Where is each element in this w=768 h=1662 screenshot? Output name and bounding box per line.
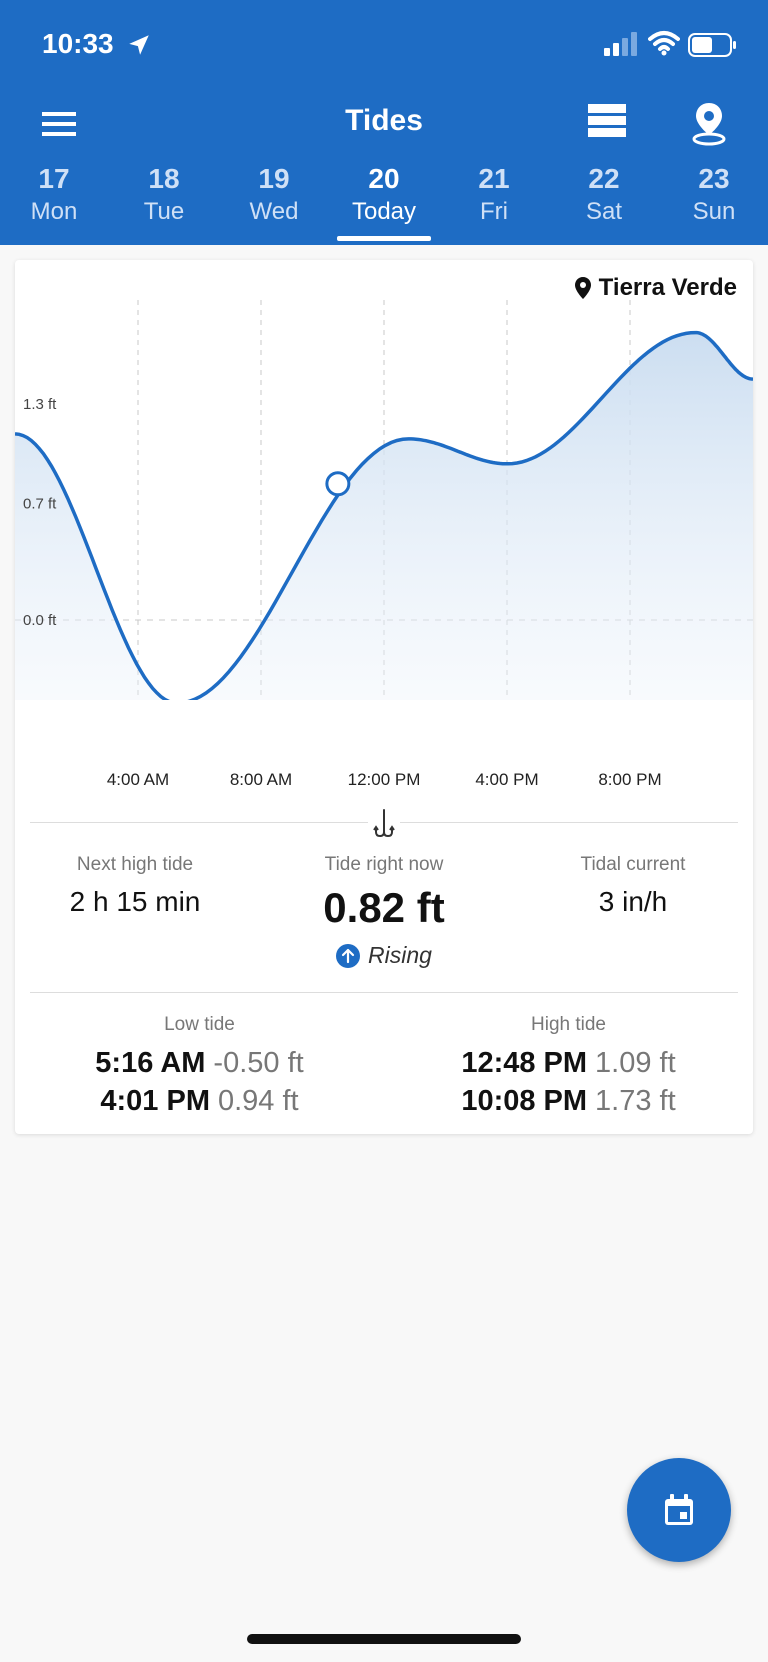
tide-card: Tierra Verde 1.3 ft 0.7 ft 0.0 ft 4:00 AM 8…: [15, 260, 753, 1134]
low-tide-row: 4:01 PM 0.94 ft: [100, 1085, 299, 1117]
location-label[interactable]: Tierra Verde: [573, 274, 737, 302]
home-indicator: [247, 1634, 521, 1644]
day-tab[interactable]: 17 Mon: [30, 163, 78, 225]
y-tick-label: 0.7 ft: [23, 496, 57, 513]
next-high-tide-stat: Next high tide 2 h 15 min: [69, 854, 201, 917]
arrow-up-icon: [336, 943, 361, 968]
calendar-icon: [665, 1494, 693, 1525]
active-day-indicator: [337, 236, 431, 241]
status-bar: 10:33: [0, 0, 768, 90]
location-arrow-icon: [129, 35, 149, 55]
day-tab[interactable]: 23 Sun: [692, 163, 736, 225]
tide-area: [15, 332, 753, 700]
fish-hook-icon: [368, 806, 400, 840]
low-tide-list: Low tide 5:16 AM -0.50 ft 4:01 PM 0.94 ft: [15, 1012, 384, 1120]
high-tide-row: 12:48 PM 1.09 ft: [461, 1047, 676, 1079]
y-tick-label: 0.0 ft: [23, 612, 57, 629]
day-tab[interactable]: 19 Wed: [249, 163, 299, 225]
map-pin-icon: [574, 277, 591, 299]
x-tick-label: 8:00 PM: [598, 770, 662, 789]
day-tab[interactable]: 22 Sat: [585, 163, 623, 225]
menu-icon[interactable]: [38, 104, 82, 144]
x-tick-label: 8:00 AM: [229, 770, 293, 789]
divider: [30, 992, 738, 993]
calendar-button[interactable]: [627, 1458, 731, 1562]
day-selector: 17 Mon 18 Tue 19 Wed 20 Today 21 Fri 22 …: [0, 162, 768, 245]
battery-icon: [688, 33, 736, 57]
tide-now-value: 0.82 ft: [323, 884, 445, 931]
map-pin-icon[interactable]: [690, 100, 728, 146]
status-time: 10:33: [42, 28, 114, 59]
tide-chart[interactable]: 1.3 ft 0.7 ft 0.0 ft: [15, 300, 753, 700]
y-tick-label: 1.3 ft: [23, 396, 57, 413]
low-tide-row: 5:16 AM -0.50 ft: [95, 1047, 304, 1079]
x-tick-label: 12:00 PM: [347, 770, 421, 789]
day-tab[interactable]: 18 Tue: [143, 163, 185, 225]
tidal-current-stat: Tidal current 3 in/h: [580, 854, 686, 917]
tide-line: [15, 330, 753, 700]
list-icon[interactable]: [586, 100, 628, 142]
chart-x-axis: 4:00 AM 8:00 AM 12:00 PM 4:00 PM 8:00 PM: [15, 770, 753, 800]
location-name: Tierra Verde: [598, 274, 737, 301]
x-tick-label: 4:00 AM: [106, 770, 170, 789]
high-tide-row: 10:08 PM 1.73 ft: [461, 1085, 676, 1117]
day-tab[interactable]: 21 Fri: [478, 163, 510, 225]
wifi-icon: [648, 31, 680, 56]
x-tick-label: 4:00 PM: [475, 770, 539, 789]
current-tide-marker: [325, 471, 351, 497]
tide-trend: Rising: [264, 942, 504, 969]
high-tide-list: High tide 12:48 PM 1.09 ft 10:08 PM 1.73 f…: [384, 1012, 753, 1120]
day-tab-today[interactable]: 20 Today: [351, 163, 417, 225]
app-header: 10:33 Tides: [0, 0, 768, 245]
tide-now-stat: Tide right now 0.82 ft Rising: [264, 852, 504, 969]
cellular-signal-icon: [604, 32, 637, 56]
page-title: Tides: [345, 104, 423, 137]
